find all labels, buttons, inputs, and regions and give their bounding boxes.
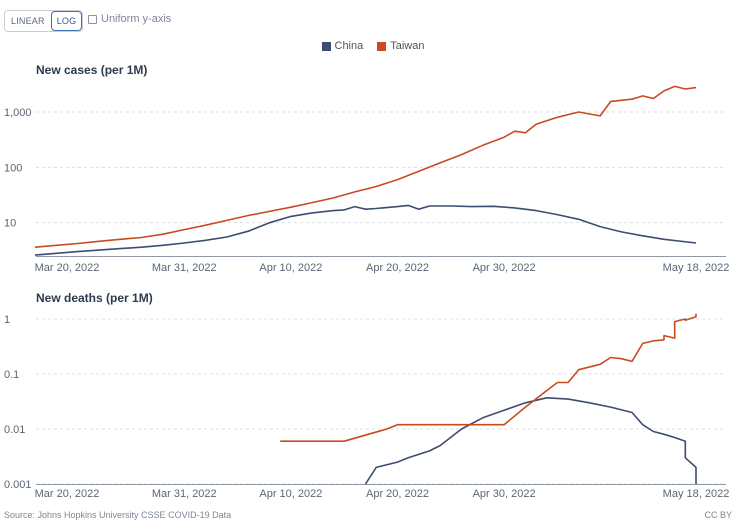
series-line-taiwan-0[interactable] — [34, 85, 697, 248]
legend-swatch-taiwan — [377, 41, 387, 51]
y-tick-label-0-0: 10 — [4, 218, 16, 230]
y-tick-label-1-2: 0.1 — [4, 369, 19, 381]
x-tick-label-1-4: Apr 30, 2022 — [473, 488, 536, 500]
legend-label-china: China — [334, 40, 364, 52]
y-tick-label-1-0: 0.001 — [4, 479, 32, 491]
x-tick-label-0-2: Apr 10, 2022 — [259, 262, 322, 274]
x-tick-label-0-0: Mar 20, 2022 — [35, 262, 100, 274]
x-tick-label-1-0: Mar 20, 2022 — [35, 488, 100, 500]
x-tick-label-0-4: Apr 30, 2022 — [473, 262, 536, 274]
uniform-y-axis-label: Uniform y-axis — [101, 13, 172, 25]
series-line-taiwan-1[interactable] — [280, 313, 697, 443]
legend-swatch-china — [321, 41, 331, 51]
log-button[interactable]: LOG — [50, 11, 83, 31]
x-tick-label-1-3: Apr 20, 2022 — [366, 488, 429, 500]
series-line-china-1[interactable] — [364, 396, 697, 485]
x-tick-label-0-5: May 18, 2022 — [663, 262, 730, 274]
scale-toggle: LINEAR LOG — [4, 10, 84, 32]
legend-item-china[interactable]: China — [321, 40, 364, 52]
panel-title-1: New deaths (per 1M) — [36, 291, 153, 305]
y-tick-label-0-2: 1,000 — [4, 107, 32, 119]
x-tick-label-0-1: Mar 31, 2022 — [152, 262, 217, 274]
series-line-china-0[interactable] — [34, 204, 697, 256]
uniform-y-axis-toggle[interactable]: Uniform y-axis — [88, 13, 171, 25]
y-tick-label-0-1: 100 — [4, 162, 22, 174]
panel-title-0: New cases (per 1M) — [36, 63, 147, 77]
chart-legend: China Taiwan — [0, 40, 746, 52]
x-tick-label-1-1: Mar 31, 2022 — [152, 488, 217, 500]
x-tick-label-1-2: Apr 10, 2022 — [259, 488, 322, 500]
license-label[interactable]: CC BY — [704, 510, 732, 520]
legend-item-taiwan[interactable]: Taiwan — [377, 40, 425, 52]
x-tick-label-0-3: Apr 20, 2022 — [366, 262, 429, 274]
legend-label-taiwan: Taiwan — [390, 40, 425, 52]
checkbox-icon[interactable] — [88, 14, 97, 24]
source-note: Source: Johns Hopkins University CSSE CO… — [4, 510, 232, 520]
y-tick-label-1-1: 0.01 — [4, 424, 25, 436]
x-tick-label-1-5: May 18, 2022 — [663, 488, 730, 500]
y-tick-label-1-3: 1 — [4, 314, 10, 326]
linear-button[interactable]: LINEAR — [5, 11, 51, 31]
